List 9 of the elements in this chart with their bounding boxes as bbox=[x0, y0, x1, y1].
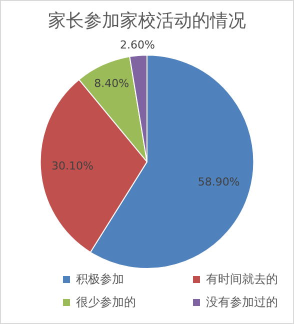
chart-title: 家长参加家校活动的情况 bbox=[48, 10, 246, 32]
data-label: 58.90% bbox=[198, 175, 240, 188]
data-label: 8.40% bbox=[94, 76, 130, 90]
data-label: 2.60% bbox=[120, 38, 155, 52]
legend-label: 积极参加 bbox=[76, 271, 124, 288]
legend-label: 很少参加的 bbox=[76, 294, 136, 311]
legend-label: 有时间就去的 bbox=[206, 271, 278, 288]
data-label: 30.10% bbox=[51, 160, 94, 173]
legend-label: 没有参加过的 bbox=[206, 294, 278, 311]
